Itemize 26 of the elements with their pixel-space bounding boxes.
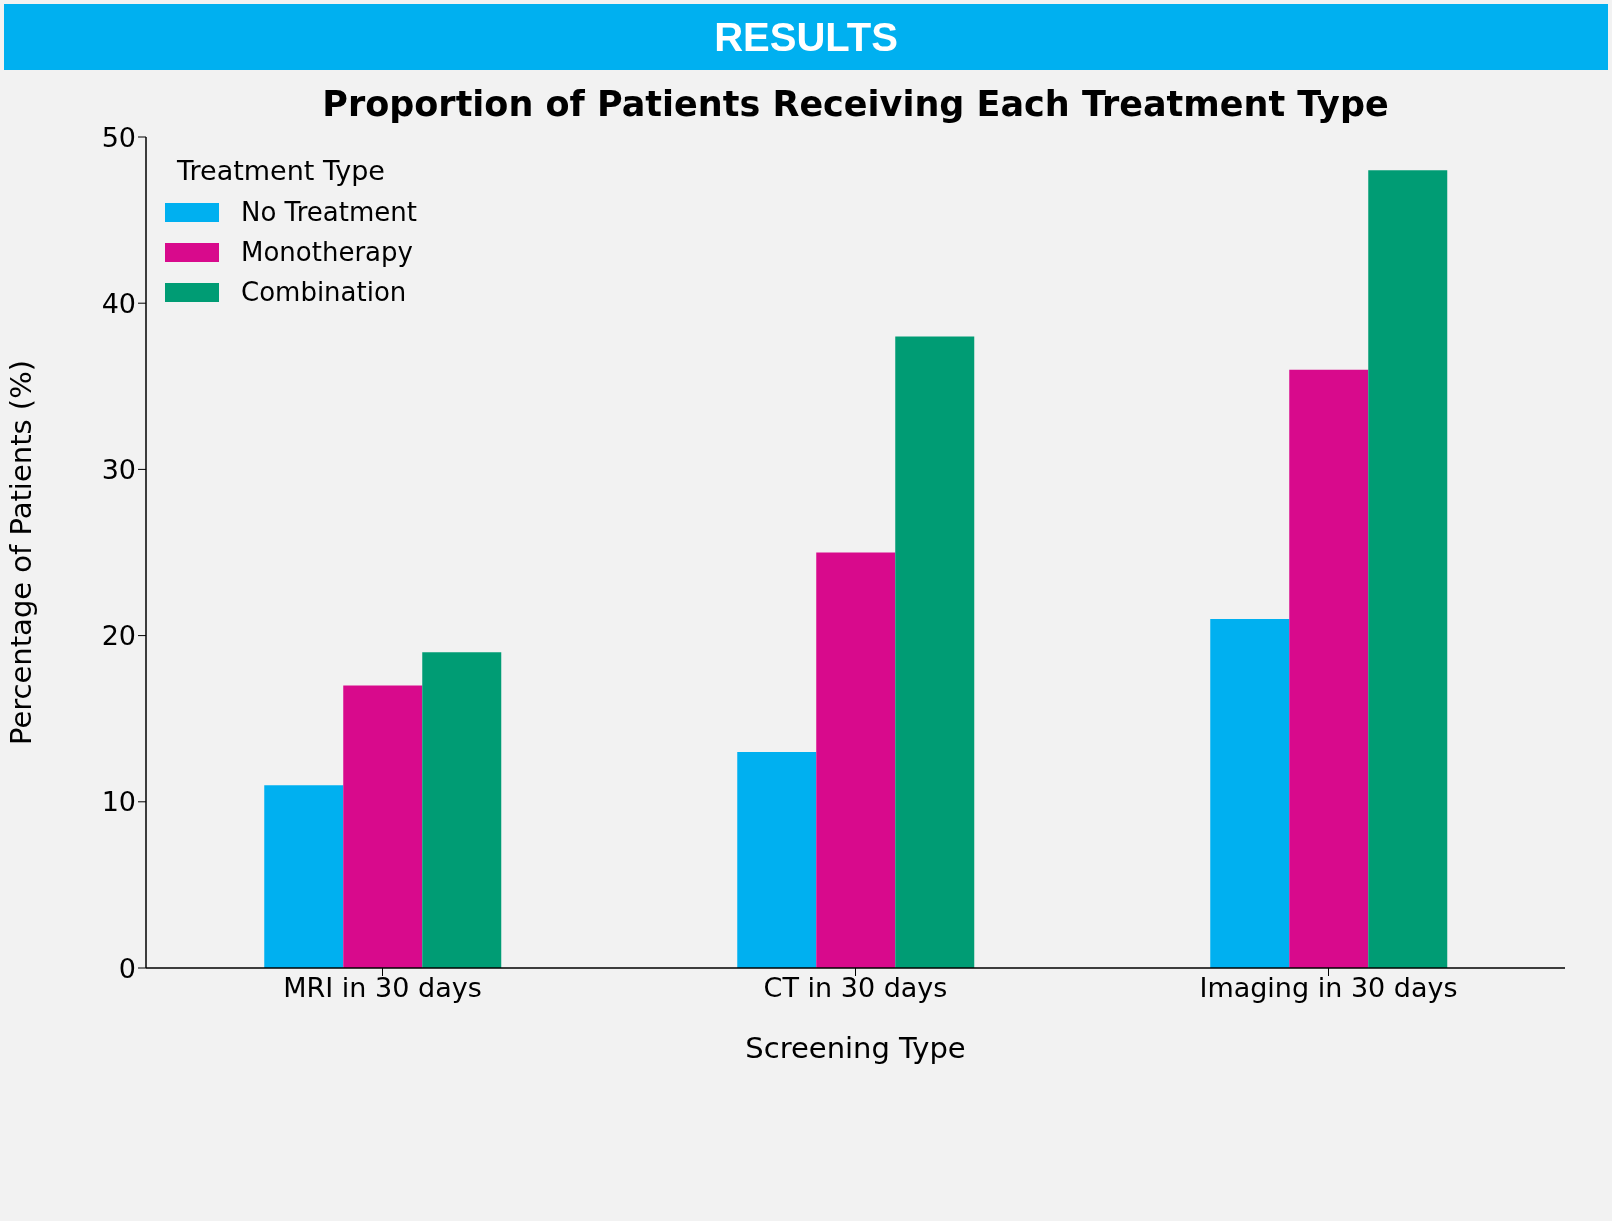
y-tick-label: 10 <box>101 786 136 818</box>
bar <box>816 552 896 968</box>
legend-label: Combination <box>241 277 407 307</box>
y-tick-label: 0 <box>118 952 136 984</box>
bar <box>737 751 817 968</box>
text: RESULTS <box>4 4 1608 70</box>
legend-title: Treatment Type <box>177 155 386 186</box>
y-axis-title: Percentage of Patients (%) <box>4 359 39 746</box>
x-tick-label: Imaging in 30 days <box>1199 972 1458 1004</box>
legend-label: Monotherapy <box>241 237 413 267</box>
bar <box>343 685 423 968</box>
y-tick-label: 30 <box>101 453 136 485</box>
bar <box>1210 618 1290 968</box>
y-tick-label: 20 <box>101 620 136 652</box>
bar <box>1368 170 1448 968</box>
x-axis-title: Screening Type <box>745 1031 966 1065</box>
x-tick-label: MRI in 30 days <box>283 972 482 1004</box>
chart-title: Proportion of Patients Receiving Each Treatment Type <box>321 84 1390 124</box>
bar <box>264 785 344 968</box>
bar <box>422 652 502 968</box>
legend-label: No Treatment <box>241 197 417 227</box>
x-tick-label: CT in 30 days <box>763 972 948 1004</box>
bar <box>895 336 975 968</box>
bar <box>1289 369 1369 968</box>
y-tick-label: 50 <box>101 121 136 153</box>
y-tick-label: 40 <box>101 287 136 319</box>
